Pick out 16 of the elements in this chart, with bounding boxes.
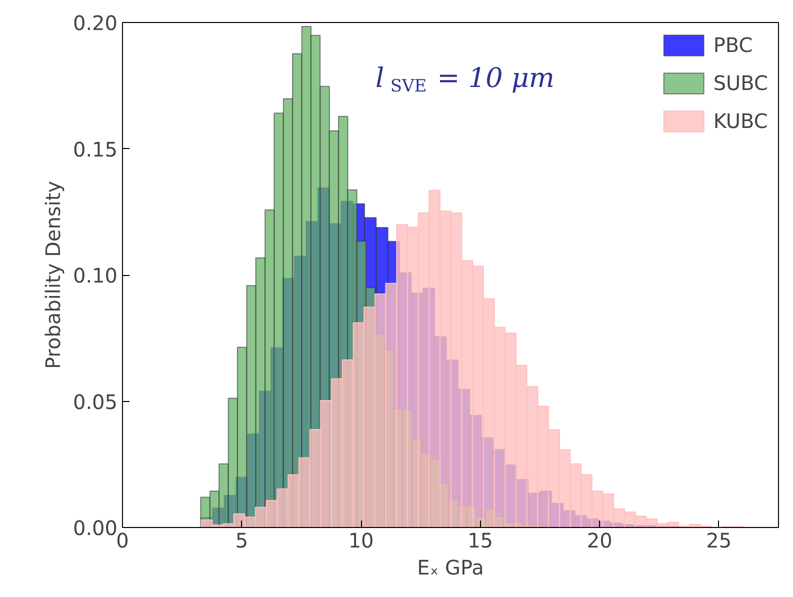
x-axis-title: Eₓ GPa <box>417 556 484 580</box>
y-axis-title: Probability Density <box>40 180 65 370</box>
x-tick-label: 5 <box>235 528 248 552</box>
x-tick-label: 10 <box>348 528 374 552</box>
y-tick-label: 0.15 <box>72 137 118 162</box>
y-tick-label: 0.10 <box>72 264 118 288</box>
y-tick-label: 0.20 <box>72 11 118 35</box>
legend-label: KUBC <box>713 109 768 133</box>
x-tick-label: 25 <box>706 528 732 552</box>
x-tick-label: 15 <box>468 528 494 552</box>
x-tick-label: 0 <box>116 528 129 552</box>
y-tick-label: 0.00 <box>72 516 118 540</box>
x-tick-label: 20 <box>586 528 612 552</box>
legend-label: SUBC <box>713 71 768 95</box>
legend-label: PBC <box>713 33 753 57</box>
y-tick-label: 0.05 <box>72 390 118 414</box>
